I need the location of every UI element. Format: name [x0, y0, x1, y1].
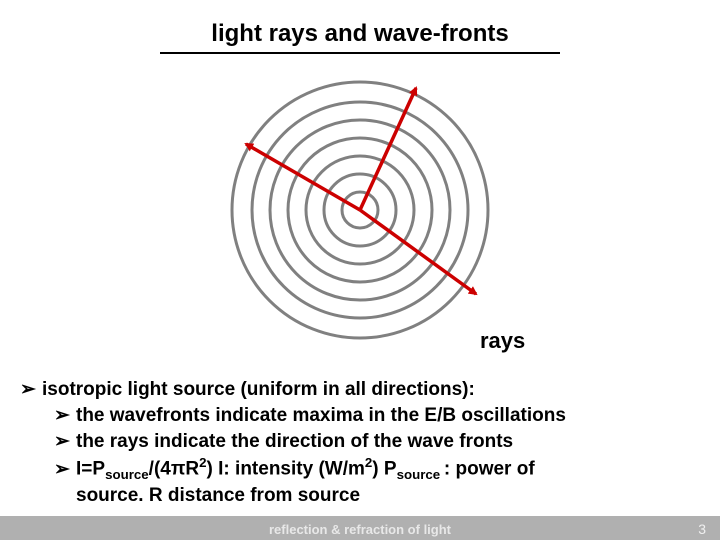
slide: light rays and wave-fronts rays ➢isotrop…: [0, 0, 720, 540]
slide-title: light rays and wave-fronts: [0, 20, 720, 48]
bullet-inner-2: ➢the rays indicate the direction of the …: [54, 430, 700, 454]
outer-text: isotropic light source (uniform in all d…: [42, 379, 475, 400]
body-text: ➢isotropic light source (uniform in all …: [20, 378, 700, 510]
page-number: 3: [698, 521, 706, 537]
bullet-arrow-icon: ➢: [54, 404, 76, 428]
bullet-arrow-icon: ➢: [54, 430, 76, 454]
inner2-text: the rays indicate the direction of the w…: [76, 431, 513, 452]
inner3-line2: source. R distance from source: [76, 484, 700, 508]
inner3-mid5: : power of: [444, 459, 535, 480]
wavefront-diagram: [220, 70, 500, 350]
rays-label: rays: [480, 328, 525, 354]
inner3-mid1: /(4: [149, 459, 171, 480]
bullet-outer: ➢isotropic light source (uniform in all …: [20, 378, 700, 402]
inner3-sub1: source: [105, 467, 149, 482]
bullet-arrow-icon: ➢: [20, 378, 42, 402]
inner1-text: the wavefronts indicate maxima in the E/…: [76, 405, 566, 426]
inner3-sup: 2: [199, 455, 206, 470]
inner3-sub2: source: [397, 467, 444, 482]
bullet-inner-3: ➢I=Psource/(4πR2) I: intensity (W/m2) Ps…: [54, 455, 700, 507]
inner3-pi: π: [171, 459, 186, 480]
inner3-mid2: R: [185, 459, 199, 480]
inner3-pre: I=P: [76, 459, 105, 480]
wavefront-svg: [220, 70, 500, 350]
bullet-arrow-icon: ➢: [54, 458, 76, 482]
footer-text: reflection & refraction of light: [0, 522, 720, 537]
inner3-mid3: ) I: intensity (W/m: [207, 459, 365, 480]
title-underline: [160, 52, 560, 54]
inner3-mid4: ) P: [372, 459, 396, 480]
bullet-inner-1: ➢the wavefronts indicate maxima in the E…: [54, 404, 700, 428]
